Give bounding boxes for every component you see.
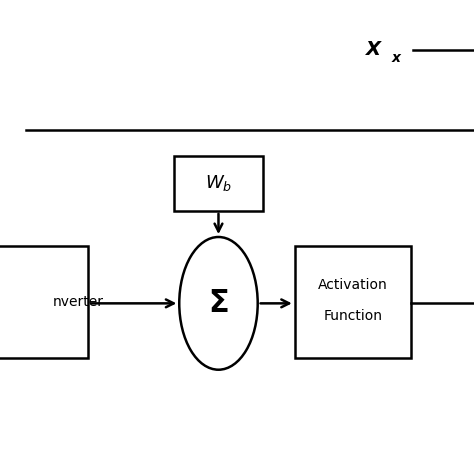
Text: nverter: nverter — [53, 295, 104, 309]
Text: x: x — [391, 51, 400, 65]
Ellipse shape — [179, 237, 258, 370]
Text: Activation: Activation — [318, 278, 388, 292]
Bar — [0, 246, 89, 358]
Bar — [295, 246, 411, 358]
Bar — [173, 156, 263, 211]
Text: Function: Function — [323, 309, 383, 323]
Text: X: X — [366, 40, 382, 59]
Text: Σ: Σ — [208, 289, 229, 318]
Text: $W_b$: $W_b$ — [205, 173, 232, 193]
